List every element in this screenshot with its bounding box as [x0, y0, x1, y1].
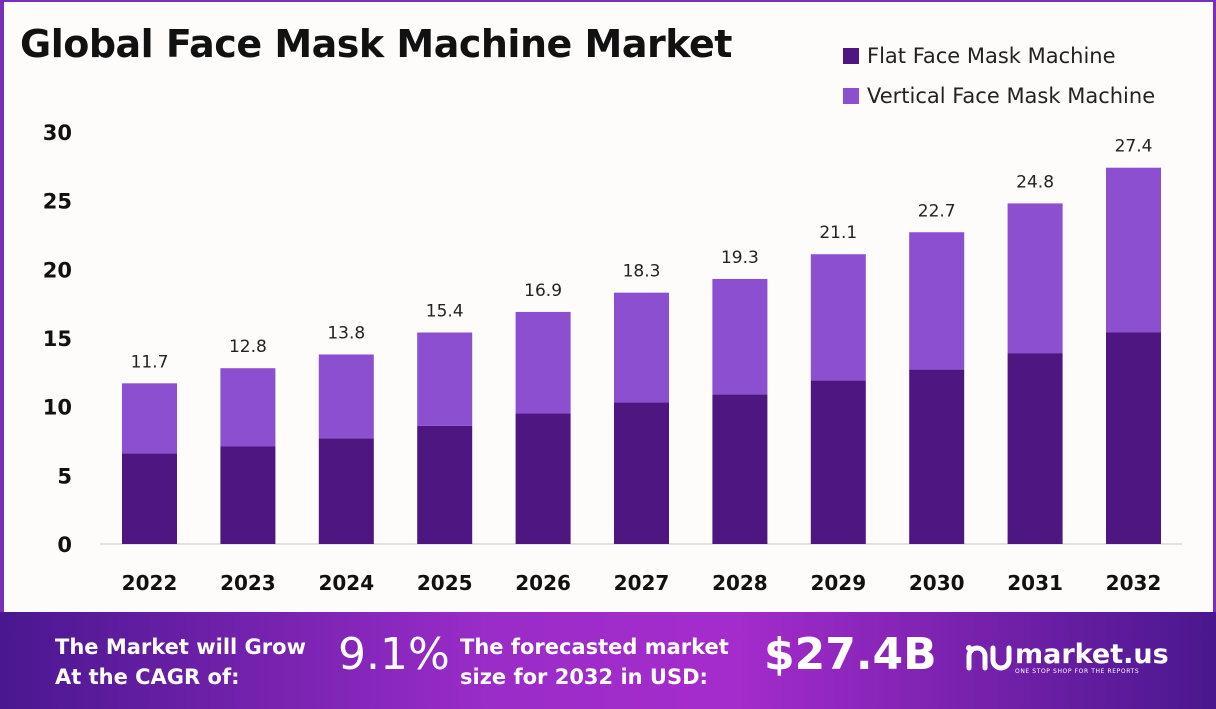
bar-vertical-2024	[318, 354, 374, 439]
legend-swatch-flat	[843, 48, 859, 64]
cagr-value: 9.1%	[338, 629, 450, 680]
data-label-total: 24.8	[1016, 172, 1054, 192]
forecast-label: The forecasted market size for 2032 in U…	[460, 632, 729, 692]
bar-vertical-2028	[712, 278, 768, 395]
bar-flat-2031	[1007, 353, 1063, 544]
y-tick-label: 10	[43, 396, 72, 420]
logo-name: market.us	[1015, 638, 1169, 670]
forecast-value: $27.4B	[764, 629, 937, 680]
market-us-logo: market.us ONE STOP SHOP FOR THE REPORTS	[965, 638, 1169, 678]
y-tick-label: 5	[57, 464, 72, 488]
bar-vertical-2025	[417, 332, 473, 426]
x-tick-label: 2032	[1106, 571, 1162, 595]
x-tick-label: 2030	[909, 571, 965, 595]
bar-flat-2029	[810, 380, 866, 544]
forecast-label-line2: size for 2032 in USD:	[460, 665, 708, 689]
data-label-total: 21.1	[819, 223, 857, 243]
bar-flat-2028	[712, 394, 768, 544]
legend-label-vertical: Vertical Face Mask Machine	[867, 84, 1156, 108]
legend-item-vertical: Vertical Face Mask Machine	[843, 76, 1155, 116]
x-tick-label: 2023	[220, 571, 276, 595]
footer-banner: The Market will Grow At the CAGR of: 9.1…	[0, 612, 1216, 709]
data-label-total: 18.3	[623, 262, 661, 282]
x-tick-label: 2026	[515, 571, 571, 595]
chart-title: Global Face Mask Machine Market	[20, 22, 732, 66]
bar-vertical-2023	[220, 368, 276, 447]
bar-vertical-2027	[614, 292, 669, 403]
forecast-label-line1: The forecasted market	[460, 635, 729, 659]
bar-vertical-2022	[122, 383, 177, 454]
bar-flat-2030	[909, 369, 965, 544]
legend-swatch-vertical	[843, 88, 859, 104]
data-label-total: 11.7	[131, 352, 169, 372]
legend-label-flat: Flat Face Mask Machine	[867, 44, 1116, 68]
bar-flat-2026	[515, 413, 571, 544]
data-label-total: 12.8	[229, 337, 267, 357]
data-label-total: 19.3	[721, 248, 759, 268]
y-tick-label: 0	[57, 533, 72, 557]
data-label-total: 16.9	[524, 281, 562, 301]
legend: Flat Face Mask Machine Vertical Face Mas…	[843, 36, 1155, 116]
bar-flat-2025	[417, 425, 473, 544]
y-tick-label: 15	[43, 327, 72, 351]
x-tick-label: 2027	[614, 571, 670, 595]
x-tick-label: 2024	[318, 571, 374, 595]
x-tick-label: 2022	[122, 571, 178, 595]
y-tick-label: 30	[43, 121, 72, 145]
x-tick-label: 2029	[810, 571, 866, 595]
cagr-label-line2: At the CAGR of:	[55, 665, 240, 689]
cagr-label: The Market will Grow At the CAGR of:	[55, 632, 306, 692]
data-label-total: 13.8	[327, 323, 365, 343]
y-tick-label: 25	[43, 190, 72, 214]
y-tick-label: 20	[43, 258, 72, 282]
data-label-total: 15.4	[426, 302, 464, 322]
legend-item-flat: Flat Face Mask Machine	[843, 36, 1155, 76]
bar-vertical-2031	[1007, 203, 1063, 354]
x-tick-label: 2028	[712, 571, 768, 595]
data-label-total: 27.4	[1115, 137, 1153, 157]
x-tick-label: 2025	[417, 571, 473, 595]
bar-vertical-2030	[909, 232, 965, 370]
bar-chart: 05101520253011.7202212.8202313.8202415.4…	[43, 121, 1182, 595]
bar-vertical-2029	[810, 254, 866, 381]
logo-tagline: ONE STOP SHOP FOR THE REPORTS	[1015, 667, 1140, 675]
cagr-label-line1: The Market will Grow	[55, 635, 306, 659]
bar-vertical-2032	[1106, 167, 1161, 333]
x-tick-label: 2031	[1007, 571, 1063, 595]
market-us-logo-icon	[966, 645, 1012, 671]
bar-flat-2022	[122, 453, 177, 544]
bar-vertical-2026	[515, 311, 571, 414]
bar-flat-2023	[220, 446, 276, 544]
data-label-total: 22.7	[918, 201, 956, 221]
bar-flat-2032	[1106, 332, 1161, 544]
bar-flat-2024	[318, 438, 374, 544]
bar-flat-2027	[614, 402, 669, 544]
